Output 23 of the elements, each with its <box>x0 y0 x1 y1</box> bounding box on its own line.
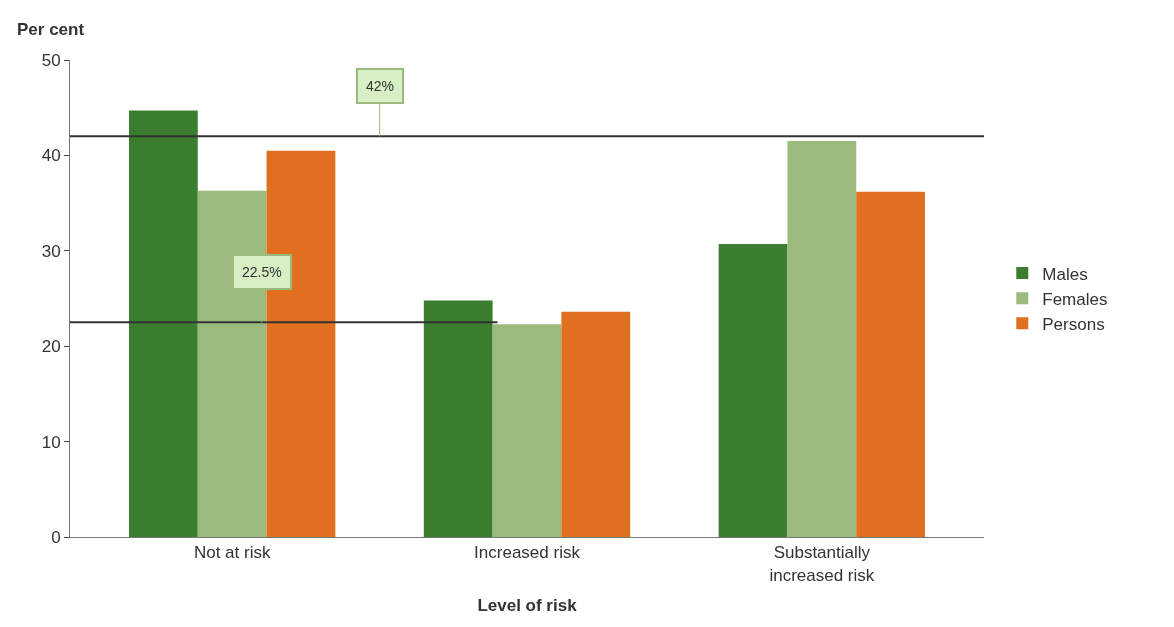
bar <box>718 244 788 537</box>
y-tick-label: 50 <box>41 50 61 70</box>
bar <box>128 110 198 537</box>
ref-line-label: 42% <box>366 78 395 94</box>
y-tick-label: 20 <box>41 337 61 357</box>
y-tick-label: 30 <box>41 241 61 261</box>
y-tick-label: 0 <box>51 527 61 547</box>
x-tick-label: Increased risk <box>474 543 581 563</box>
y-axis-title: Per cent <box>17 20 85 39</box>
legend-label: Females <box>1042 289 1108 309</box>
y-tick-label: 10 <box>41 432 61 452</box>
bar <box>561 311 631 537</box>
ref-line-label: 22.5% <box>242 264 282 280</box>
bar <box>492 324 562 537</box>
bar <box>856 191 926 537</box>
y-tick-label: 40 <box>41 146 61 166</box>
bar <box>423 300 493 537</box>
x-tick-label: Not at risk <box>193 543 271 563</box>
bar <box>787 141 857 537</box>
legend-label: Males <box>1042 264 1088 284</box>
x-tick-label: Substantially increased risk <box>769 543 875 585</box>
legend-label: Persons <box>1042 314 1105 334</box>
x-axis-title: Level of risk <box>477 595 578 615</box>
